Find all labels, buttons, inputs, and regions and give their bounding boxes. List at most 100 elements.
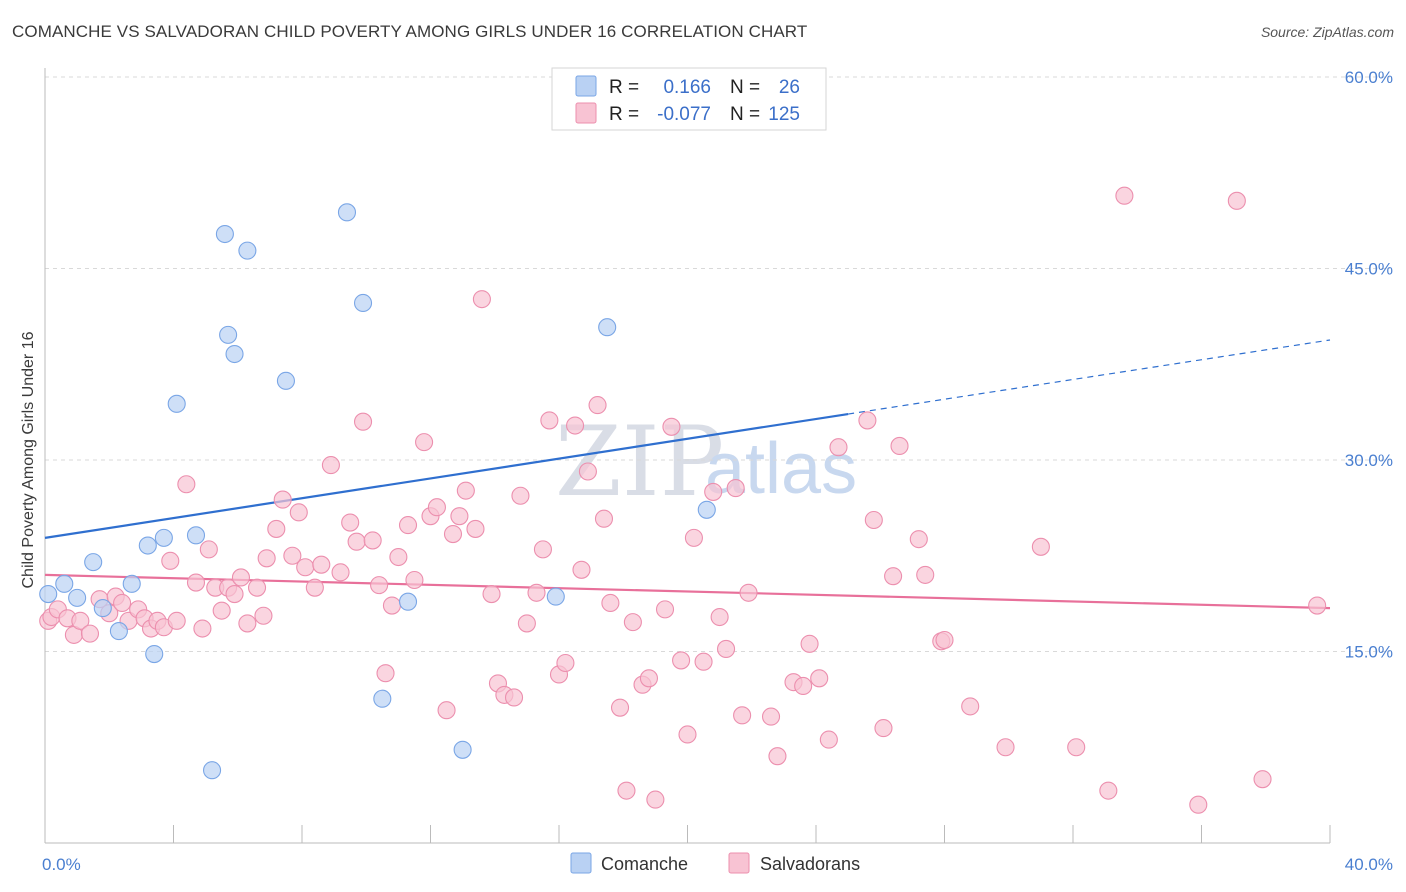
y-tick-label: 15.0% <box>1345 643 1393 662</box>
point-comanche <box>39 584 58 604</box>
point-salvadoran <box>254 606 273 625</box>
legend-bottom-swatch-comanche <box>570 852 592 874</box>
point-salvadoran <box>726 479 745 498</box>
point-salvadoran <box>517 614 536 633</box>
y-tick-label: 60.0% <box>1345 68 1393 87</box>
point-comanche <box>138 536 157 555</box>
point-comanche <box>276 371 295 390</box>
point-salvadoran <box>623 613 642 632</box>
point-salvadoran <box>186 573 206 592</box>
legend-n-value-salvadorans: 125 <box>768 104 800 125</box>
point-salvadoran <box>283 546 302 565</box>
point-salvadoran <box>71 611 90 630</box>
point-salvadoran <box>566 416 585 435</box>
point-salvadoran <box>572 560 591 579</box>
legend-bottom-label-comanche: Comanche <box>601 854 688 874</box>
point-salvadoran <box>578 462 597 481</box>
point-comanche <box>219 325 238 344</box>
point-comanche <box>238 241 257 260</box>
point-salvadoran <box>257 549 276 568</box>
legend-r-value-comanche: 0.166 <box>663 77 711 98</box>
point-salvadoran <box>199 540 218 559</box>
legend-n-label-salvadorans: N = <box>730 104 760 125</box>
point-comanche <box>373 689 392 708</box>
y-tick-label: 45.0% <box>1345 260 1393 279</box>
point-salvadoran <box>961 697 980 716</box>
legend-bottom-swatch-salvadorans <box>728 852 750 874</box>
point-comanche <box>68 588 87 607</box>
legend-swatch-salvadorans <box>575 102 597 124</box>
point-salvadoran <box>935 630 954 650</box>
point-salvadoran <box>610 698 630 717</box>
point-salvadoran <box>212 601 231 620</box>
gridlines <box>45 76 1390 652</box>
point-salvadoran <box>800 634 819 653</box>
point-salvadoran <box>733 706 752 725</box>
point-salvadoran <box>450 507 469 526</box>
point-salvadoran <box>1308 596 1327 615</box>
x-tick-label-min: 0.0% <box>42 855 81 874</box>
point-salvadoran <box>341 513 360 532</box>
legend-stats: R = 0.166 N = 26 R = -0.077 N = 125 <box>551 67 827 131</box>
point-salvadoran <box>1253 770 1272 789</box>
y-axis-label: Child Poverty Among Girls Under 16 <box>20 331 37 588</box>
point-salvadoran <box>540 411 559 430</box>
point-salvadoran <box>267 519 286 538</box>
point-salvadoran <box>594 509 614 528</box>
point-salvadoran <box>556 653 575 673</box>
point-salvadoran <box>472 290 491 309</box>
point-salvadoran <box>363 531 382 550</box>
point-comanche <box>154 528 173 547</box>
point-salvadoran <box>466 519 485 538</box>
point-comanche <box>84 553 103 572</box>
point-salvadoran <box>382 596 402 615</box>
point-salvadoran <box>312 555 331 574</box>
point-salvadoran <box>710 607 729 627</box>
point-salvadoran <box>527 583 546 602</box>
point-salvadoran <box>80 624 100 643</box>
point-salvadoran <box>1227 191 1246 210</box>
point-salvadoran <box>398 516 418 535</box>
point-salvadoran <box>482 584 501 604</box>
point-comanche <box>203 761 222 780</box>
point-salvadoran <box>389 547 408 567</box>
point-salvadoran <box>694 652 713 671</box>
point-salvadoran <box>794 676 813 696</box>
y-tick-label: 30.0% <box>1345 451 1393 470</box>
trend-extension-comanche <box>848 339 1331 415</box>
trend-line-comanche <box>44 412 849 539</box>
legend-n-label-comanche: N = <box>730 77 760 98</box>
legend-r-label-salvadorans: R = <box>609 104 639 125</box>
point-salvadoran <box>768 747 787 766</box>
point-salvadoran <box>639 669 659 688</box>
legend-r-value-salvadorans: -0.077 <box>657 104 711 125</box>
point-comanche <box>215 224 234 244</box>
point-salvadoran <box>167 611 186 630</box>
point-salvadoran <box>177 475 196 494</box>
point-comanche <box>453 740 472 759</box>
point-comanche <box>697 500 716 519</box>
legend-series: Comanche Salvadorans <box>570 852 860 874</box>
point-salvadoran <box>858 411 877 430</box>
point-salvadoran <box>874 719 893 738</box>
point-salvadoran <box>916 565 935 584</box>
point-salvadoran <box>1099 781 1118 800</box>
point-salvadoran <box>533 540 552 559</box>
point-salvadoran <box>739 583 758 602</box>
legend-r-label-comanche: R = <box>609 77 639 98</box>
point-salvadoran <box>511 486 530 505</box>
point-salvadoran <box>456 481 475 500</box>
point-salvadoran <box>684 528 703 547</box>
point-comanche <box>122 574 141 593</box>
data-points <box>39 186 1327 814</box>
point-comanche <box>167 394 186 413</box>
point-salvadoran <box>890 436 909 456</box>
point-salvadoran <box>646 790 665 809</box>
point-salvadoran <box>370 576 389 595</box>
point-comanche <box>145 645 164 664</box>
point-comanche <box>55 574 74 593</box>
point-salvadoran <box>909 530 928 549</box>
point-salvadoran <box>716 639 736 658</box>
point-salvadoran <box>504 688 524 707</box>
